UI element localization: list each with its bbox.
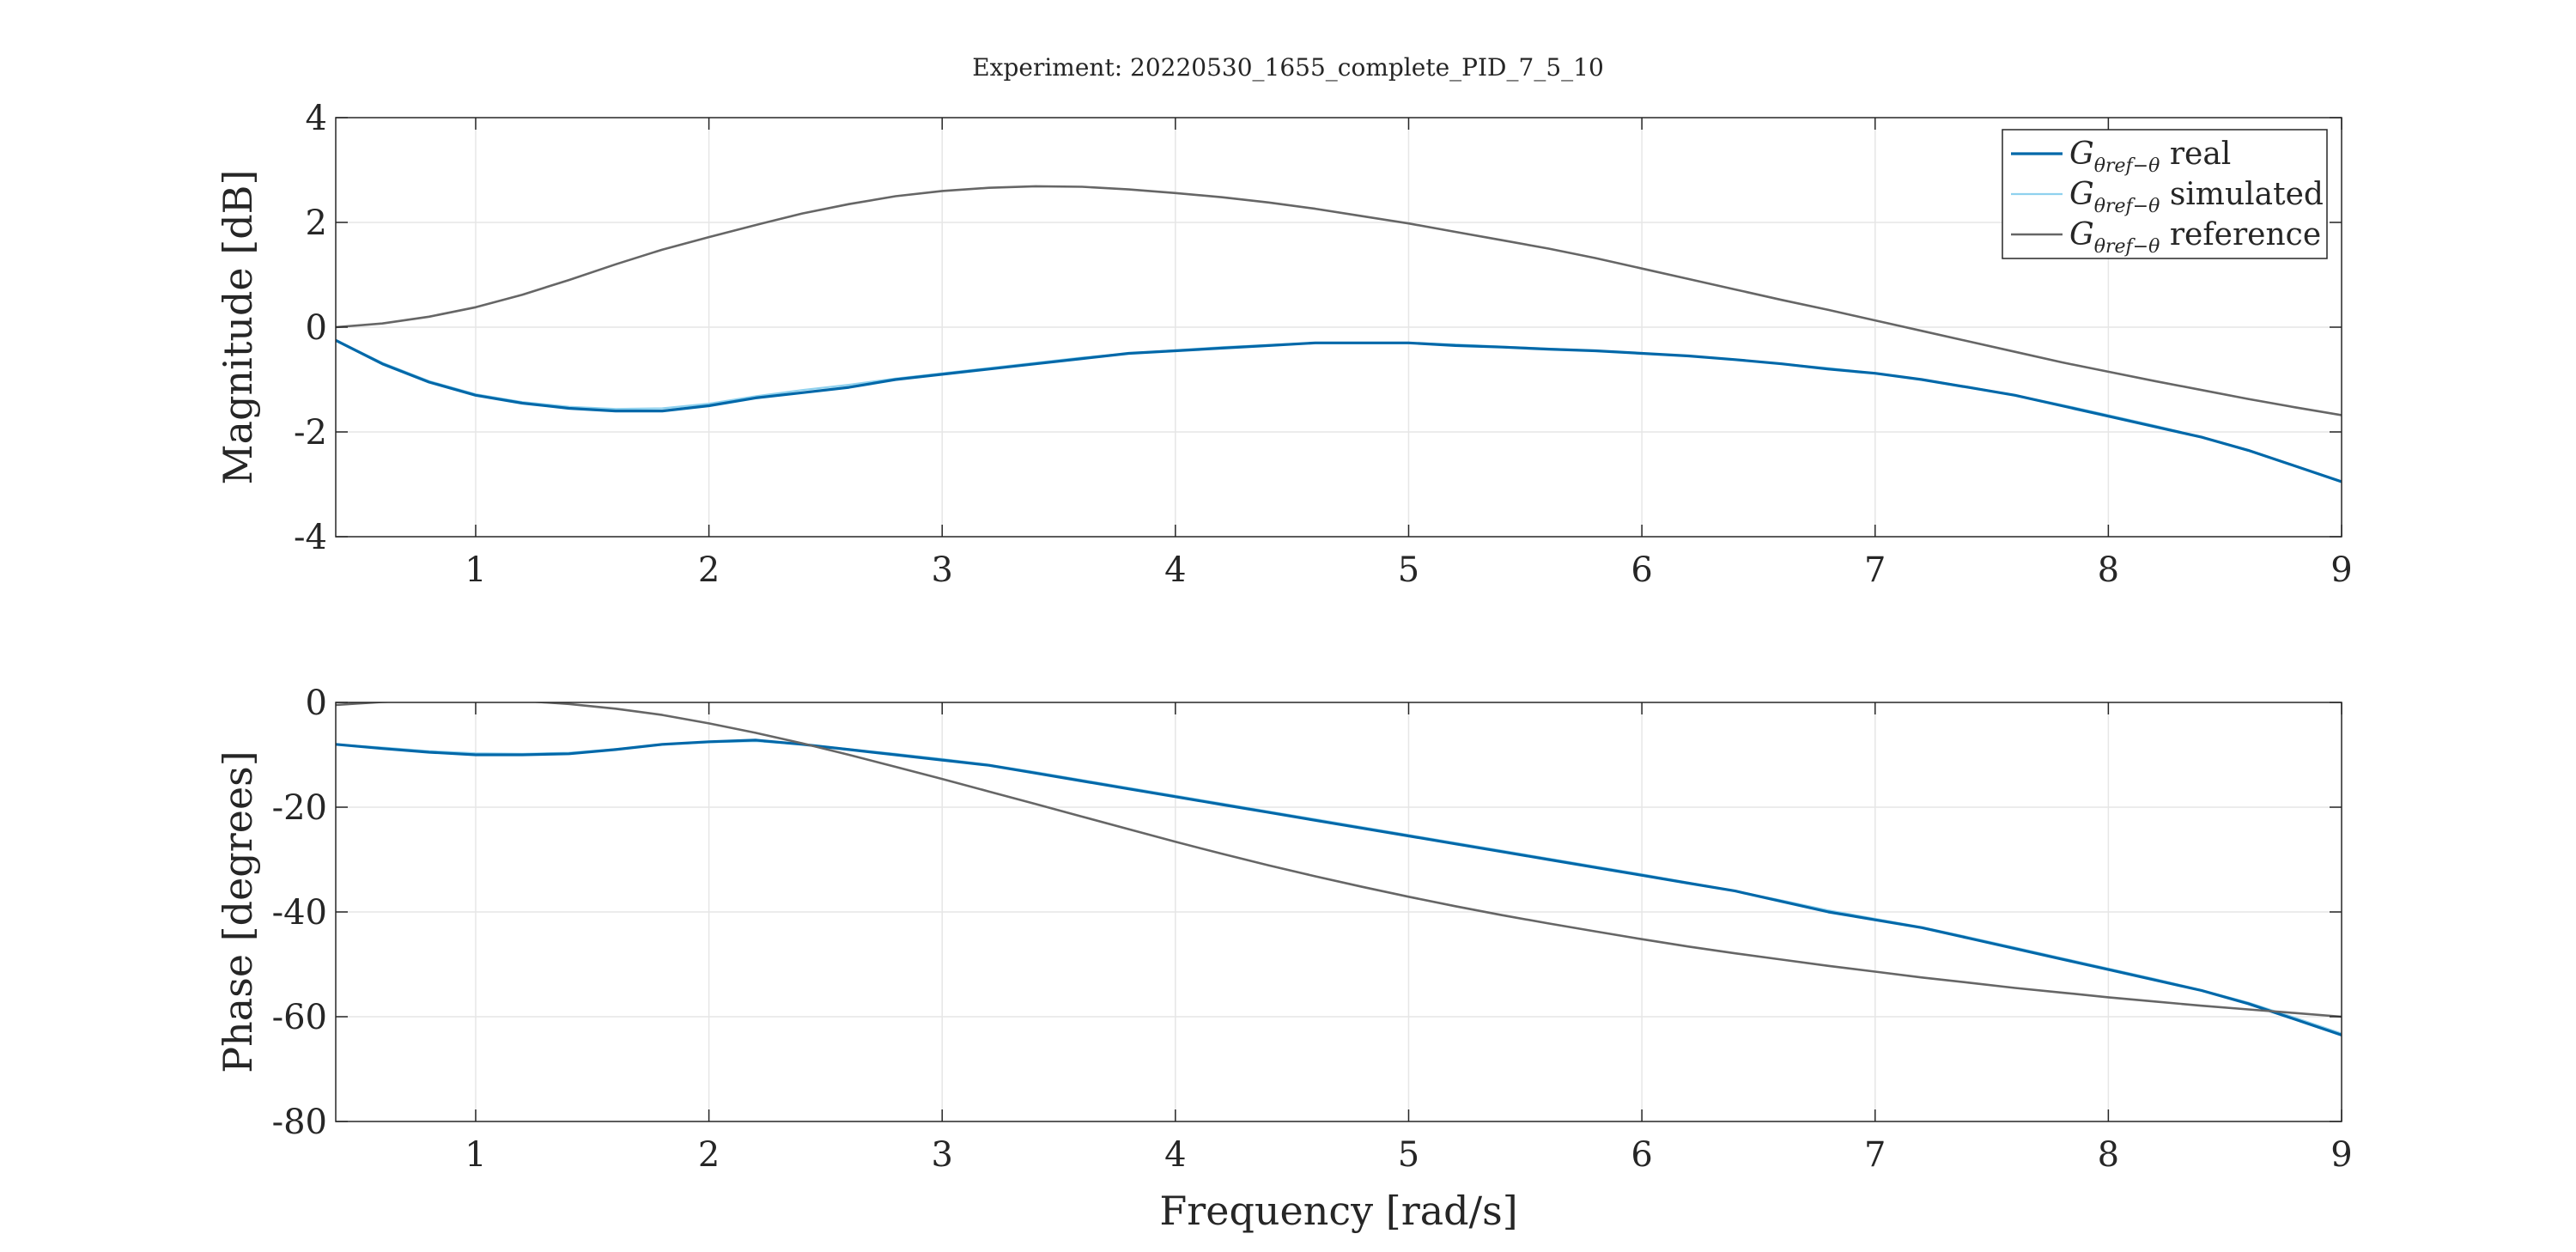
phase-x-tick-label: 9 (2330, 1135, 2352, 1175)
legend-item-real: Gθref−θ real (2011, 137, 2231, 177)
phase-y-tick-label: -40 (272, 893, 327, 933)
legend-label-reference: Gθref−θ reference (2069, 217, 2321, 258)
magnitude-y-tick-label: -4 (294, 518, 327, 557)
phase-x-tick-label: 7 (1864, 1135, 1886, 1175)
phase-x-tick-label: 3 (932, 1135, 953, 1175)
magnitude-series-group (336, 185, 2342, 483)
magnitude-x-tick-label: 8 (2098, 550, 2119, 590)
phase-axes: 1 2 3 4 5 6 7 8 9 -80 -60 -40 -20 0 Phase [degrees] Fre… (215, 684, 2353, 1234)
magnitude-y-tick-label: -2 (294, 413, 327, 453)
magnitude-series-real-line (336, 338, 2342, 483)
phase-x-tick-label: 2 (698, 1135, 720, 1175)
magnitude-y-axis-label: Magnitude [dB] (215, 170, 261, 485)
phase-y-tick-label: -20 (272, 788, 327, 828)
legend-item-simulated: Gθref−θ simulated (2011, 177, 2324, 217)
phase-x-tick-label: 1 (465, 1135, 486, 1175)
magnitude-x-tick-label: 9 (2330, 550, 2352, 590)
magnitude-x-tick-label: 6 (1631, 550, 1652, 590)
legend-label-simulated: Gθref−θ simulated (2069, 177, 2324, 217)
phase-y-axis-label: Phase [degrees] (215, 751, 261, 1073)
phase-y-tick-label: -80 (272, 1103, 327, 1142)
phase-series-reference-line (336, 702, 2342, 1018)
phase-x-tick-label: 8 (2098, 1135, 2119, 1175)
phase-series-group (336, 702, 2342, 1036)
phase-x-axis-label: Frequency [rad/s] (1159, 1188, 1517, 1234)
magnitude-x-tick-label: 4 (1164, 550, 1186, 590)
magnitude-y-tick-label: 0 (306, 308, 327, 348)
magnitude-x-tick-label: 3 (932, 550, 953, 590)
magnitude-series-reference-line (336, 185, 2342, 416)
legend-label-real: Gθref−θ real (2069, 137, 2231, 177)
phase-y-tick-label: 0 (306, 684, 327, 723)
magnitude-x-tick-label: 7 (1864, 550, 1886, 590)
phase-x-tick-label: 4 (1164, 1135, 1186, 1175)
phase-y-tick-label: -60 (272, 998, 327, 1037)
magnitude-x-tick-label: 5 (1398, 550, 1419, 590)
legend-item-reference: Gθref−θ reference (2011, 217, 2321, 258)
figure-title: Experiment: 20220530_1655_complete_PID_7… (972, 53, 1604, 82)
magnitude-y-tick-label: 2 (306, 204, 327, 243)
phase-x-tick-label: 6 (1631, 1135, 1652, 1175)
magnitude-y-tick-label: 4 (306, 99, 327, 138)
magnitude-x-tick-label: 1 (465, 550, 486, 590)
phase-series-real-line (336, 738, 2342, 1036)
phase-x-tick-label: 5 (1398, 1135, 1419, 1175)
magnitude-x-tick-label: 2 (698, 550, 720, 590)
